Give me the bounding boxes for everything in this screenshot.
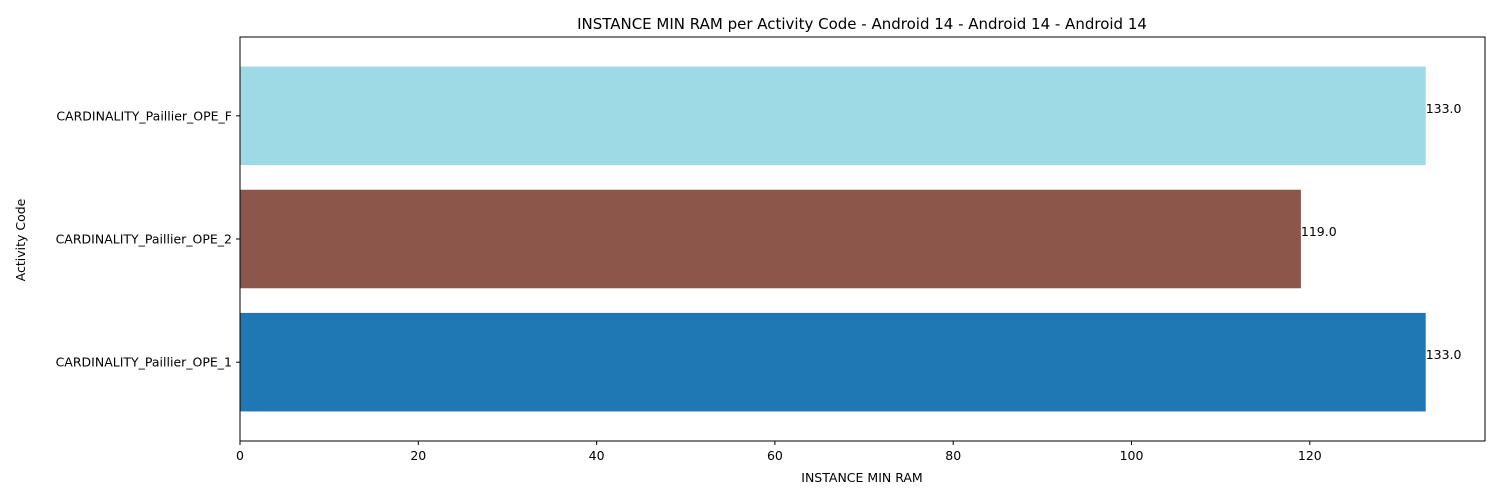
y-axis-label: Activity Code: [13, 198, 28, 281]
x-tick-label: 40: [589, 448, 605, 463]
bar-1: [240, 312, 1426, 412]
x-tick-label: 60: [767, 448, 783, 463]
bar-value-label: 133.0: [1426, 101, 1462, 116]
chart-title: INSTANCE MIN RAM per Activity Code - And…: [577, 15, 1147, 33]
bar-2: [240, 189, 1301, 289]
x-tick-label: 120: [1298, 448, 1322, 463]
x-tick-label: 80: [945, 448, 961, 463]
y-axis: CARDINALITY_Paillier_OPE_1 CARDINALITY_Pa…: [56, 108, 240, 370]
bar-value-label: 119.0: [1301, 224, 1337, 239]
bars-layer: 133.0 119.0 133.0: [240, 66, 1462, 412]
y-tick-label: CARDINALITY_Paillier_OPE_2: [56, 232, 232, 247]
x-tick-label: 100: [1120, 448, 1144, 463]
bar-3: [240, 66, 1426, 166]
x-axis-label: INSTANCE MIN RAM: [801, 470, 922, 485]
x-axis: 0 20 40 60 80 100 120: [236, 441, 1322, 463]
x-tick-label: 20: [410, 448, 426, 463]
y-tick-label: CARDINALITY_Paillier_OPE_1: [56, 355, 232, 370]
bar-value-label: 133.0: [1426, 347, 1462, 362]
x-tick-label: 0: [236, 448, 244, 463]
y-tick-label: CARDINALITY_Paillier_OPE_F: [56, 108, 232, 123]
